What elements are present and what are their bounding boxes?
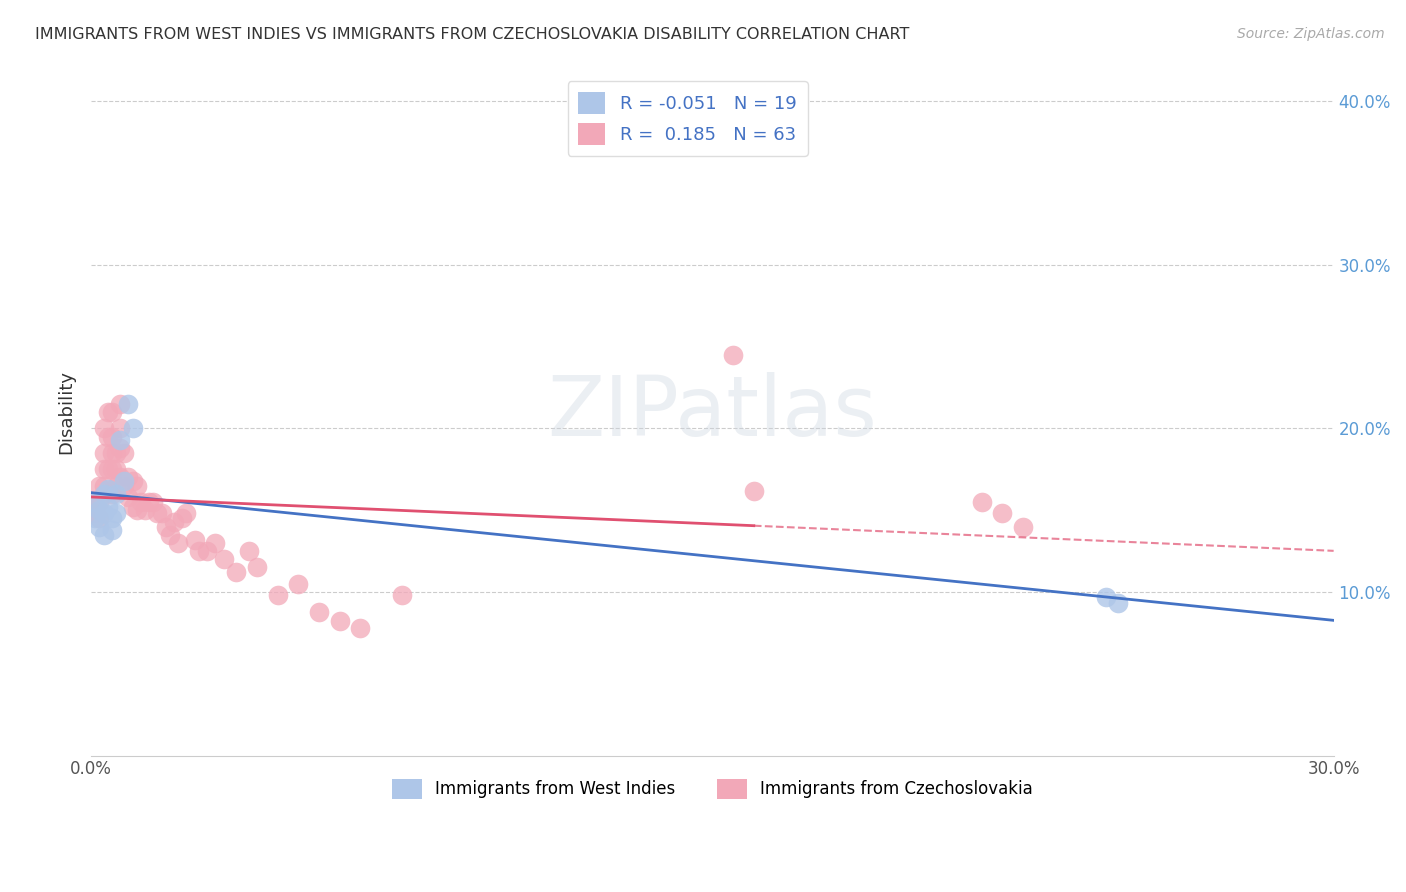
Point [93, 462, 115, 476]
Point [84, 495, 107, 509]
Point [287, 577, 309, 591]
Point [117, 470, 139, 484]
Point [142, 495, 165, 509]
Text: IMMIGRANTS FROM WEST INDIES VS IMMIGRANTS FROM CZECHOSLOVAKIA DISABILITY CORRELA: IMMIGRANTS FROM WEST INDIES VS IMMIGRANT… [35, 27, 910, 42]
Point [121, 421, 143, 435]
Point [89, 478, 111, 492]
Y-axis label: Disability: Disability [58, 370, 75, 454]
Point [155, 519, 177, 533]
Point [97, 500, 120, 514]
Point [266, 588, 288, 602]
Point [93, 421, 115, 435]
Point [105, 507, 128, 521]
Point [1107, 597, 1129, 611]
Point [101, 429, 124, 443]
Point [101, 405, 124, 419]
Point [97, 429, 120, 443]
Text: Source: ZipAtlas.com: Source: ZipAtlas.com [1237, 27, 1385, 41]
Point [1012, 519, 1035, 533]
Point [101, 462, 124, 476]
Point [93, 527, 115, 541]
Point [112, 474, 135, 488]
Point [721, 348, 744, 362]
Point [105, 446, 128, 460]
Point [163, 515, 186, 529]
Point [195, 544, 218, 558]
Point [84, 495, 107, 509]
Legend: Immigrants from West Indies, Immigrants from Czechoslovakia: Immigrants from West Indies, Immigrants … [385, 772, 1039, 805]
Point [167, 536, 190, 550]
Point [172, 511, 194, 525]
Point [159, 527, 181, 541]
Point [101, 511, 124, 525]
Point [93, 478, 115, 492]
Point [991, 507, 1014, 521]
Point [89, 519, 111, 533]
Point [93, 487, 115, 501]
Point [129, 495, 152, 509]
Point [105, 487, 128, 501]
Point [212, 552, 235, 566]
Point [150, 507, 173, 521]
Point [105, 462, 128, 476]
Point [89, 503, 111, 517]
Point [1095, 590, 1118, 604]
Point [349, 621, 371, 635]
Point [101, 446, 124, 460]
Point [187, 544, 209, 558]
Point [117, 490, 139, 504]
Point [146, 507, 169, 521]
Point [84, 507, 107, 521]
Point [183, 533, 205, 547]
Point [112, 446, 135, 460]
Point [108, 433, 131, 447]
Point [101, 523, 124, 537]
Point [84, 511, 107, 525]
Point [121, 474, 143, 488]
Point [308, 605, 330, 619]
Point [225, 566, 247, 580]
Point [391, 588, 413, 602]
Point [204, 536, 226, 550]
Point [93, 507, 115, 521]
Point [89, 495, 111, 509]
Point [101, 487, 124, 501]
Point [138, 495, 160, 509]
Point [742, 483, 765, 498]
Point [108, 421, 131, 435]
Point [134, 503, 156, 517]
Point [97, 405, 120, 419]
Point [125, 478, 148, 492]
Point [89, 511, 111, 525]
Point [97, 462, 120, 476]
Point [105, 478, 128, 492]
Point [117, 397, 139, 411]
Point [112, 478, 135, 492]
Point [108, 441, 131, 455]
Point [93, 446, 115, 460]
Point [108, 470, 131, 484]
Point [125, 503, 148, 517]
Point [97, 482, 120, 496]
Point [121, 500, 143, 514]
Point [329, 615, 352, 629]
Point [970, 495, 993, 509]
Point [176, 507, 198, 521]
Point [108, 397, 131, 411]
Text: ZIPatlas: ZIPatlas [547, 372, 877, 452]
Point [238, 544, 260, 558]
Point [246, 560, 269, 574]
